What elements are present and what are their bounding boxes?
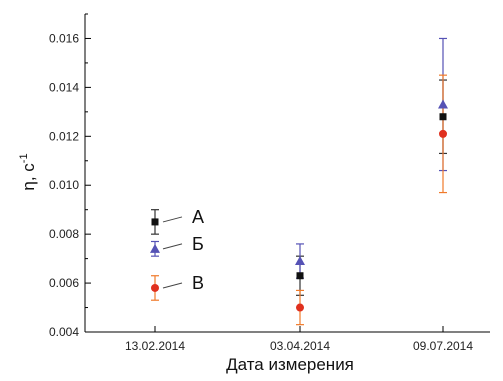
y-tick-label: 0.008 bbox=[49, 227, 79, 241]
y-tick-label: 0.012 bbox=[49, 129, 79, 143]
x-axis-label: Дата измерения bbox=[226, 355, 354, 374]
data-point-circle bbox=[439, 129, 447, 138]
x-ticks: 13.02.2014 03.04.2014 09.07.2014 bbox=[125, 326, 473, 353]
x-tick-label: 03.04.2014 bbox=[270, 339, 330, 353]
annotation-leader-line bbox=[162, 216, 183, 223]
series-annotation: В bbox=[162, 273, 204, 293]
annotation-label: В bbox=[192, 273, 204, 293]
y-ticks: 0.004 0.006 0.008 0.010 0.012 0.014 0.016 bbox=[49, 13, 91, 339]
annotation-leader-line bbox=[162, 282, 183, 289]
data-point-square bbox=[439, 113, 447, 121]
x-tick-label: 13.02.2014 bbox=[125, 339, 185, 353]
data-point-circle bbox=[296, 303, 304, 312]
markers bbox=[150, 99, 448, 312]
data-point-triangle bbox=[150, 243, 160, 253]
legend-annotations: АБВ bbox=[162, 207, 204, 293]
y-axis-label-main: η, с bbox=[19, 163, 38, 191]
y-tick-label: 0.014 bbox=[49, 80, 79, 94]
series-annotation: Б bbox=[162, 234, 204, 254]
y-tick-label: 0.004 bbox=[49, 325, 79, 339]
data-point-circle bbox=[151, 283, 159, 292]
annotation-label: Б bbox=[192, 234, 204, 254]
series-annotation: А bbox=[162, 207, 204, 227]
y-tick-label: 0.006 bbox=[49, 276, 79, 290]
data-point-triangle bbox=[295, 256, 305, 266]
annotation-label: А bbox=[192, 207, 204, 227]
axes bbox=[84, 14, 490, 333]
annotation-leader-line bbox=[162, 243, 183, 250]
data-point-triangle bbox=[438, 99, 448, 109]
data-point-square bbox=[151, 218, 159, 226]
y-axis-label-sup: -1 bbox=[18, 153, 30, 163]
y-tick-label: 0.016 bbox=[49, 31, 79, 45]
y-tick-label: 0.010 bbox=[49, 178, 79, 192]
y-axis-label: η, с-1 bbox=[18, 153, 38, 190]
data-point-square bbox=[296, 272, 304, 280]
x-tick-label: 09.07.2014 bbox=[413, 339, 473, 353]
